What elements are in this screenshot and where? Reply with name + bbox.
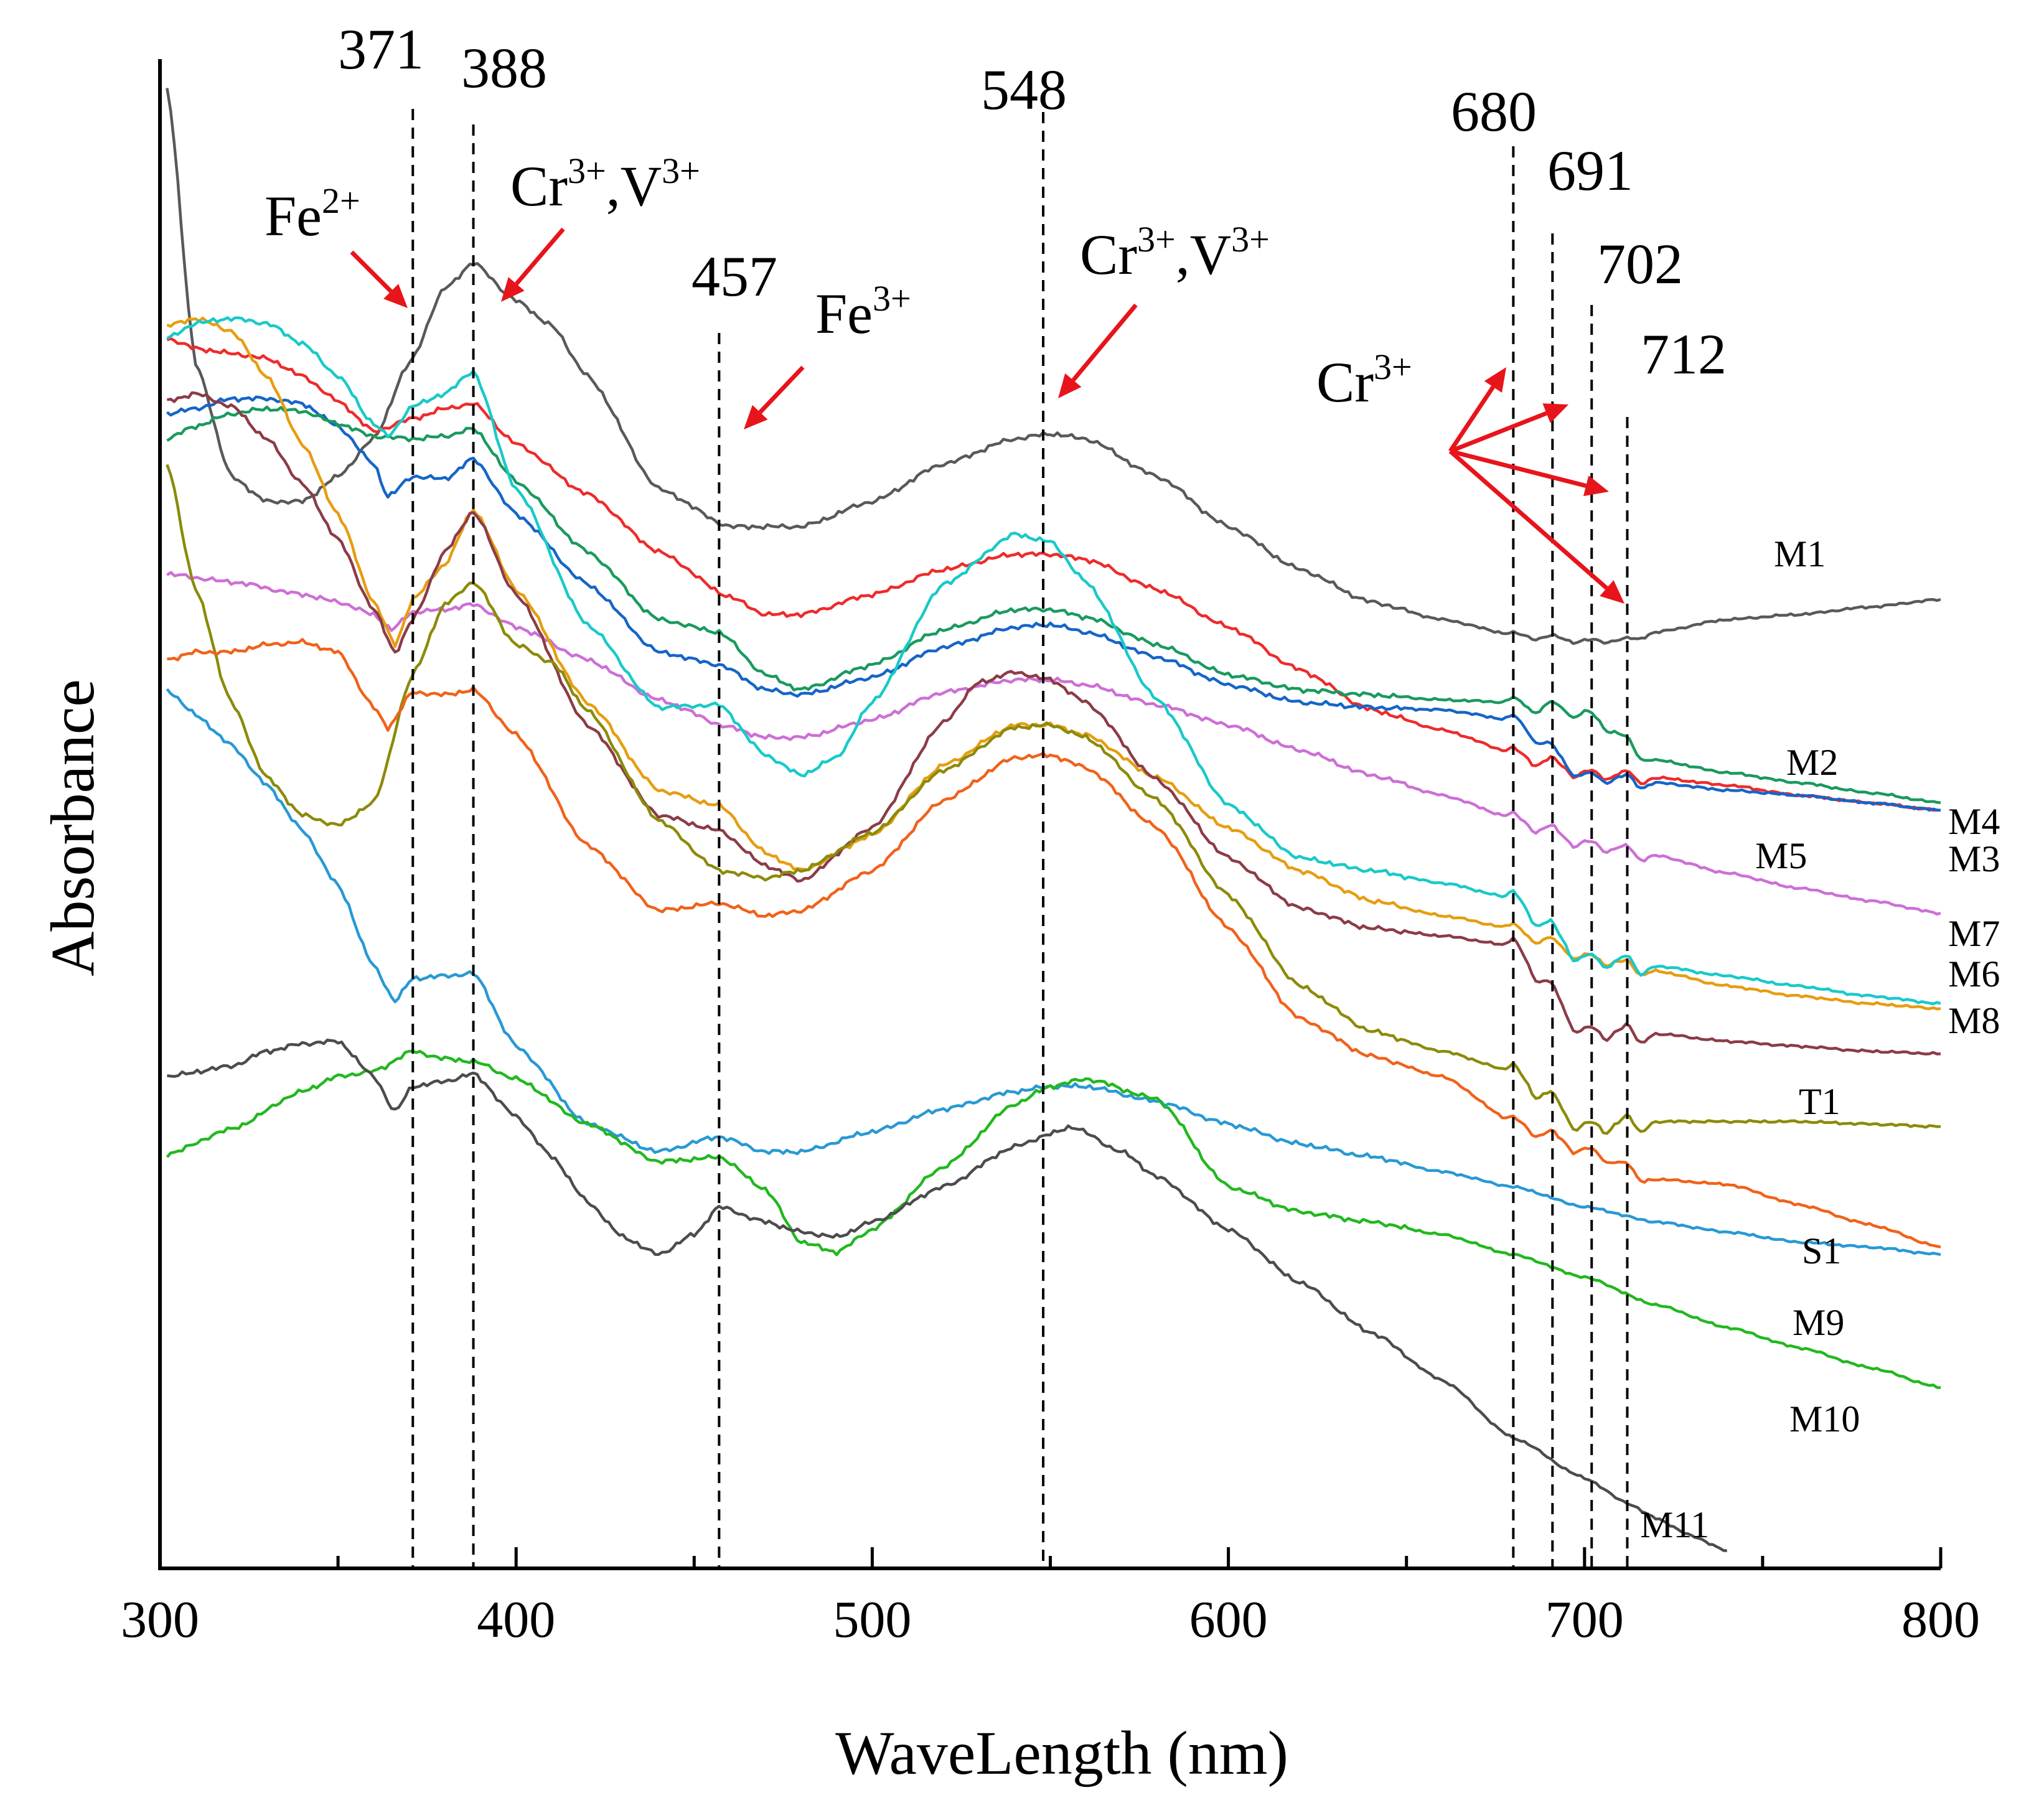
peak-label-680: 680 bbox=[1451, 80, 1537, 143]
series-label-m6: M6 bbox=[1948, 953, 2000, 995]
ion-annotations: Fe2+ Cr3+,V3+ Fe3+ Cr3+,V3+ Cr3+ bbox=[265, 151, 1624, 604]
ion-label-cr3: Cr3+ bbox=[1316, 347, 1412, 414]
peak-label-712: 712 bbox=[1641, 322, 1727, 386]
series-line-m6 bbox=[166, 316, 1941, 1011]
series-line-m4 bbox=[166, 405, 1941, 805]
ion-label-cr-v-2: Cr3+,V3+ bbox=[1080, 219, 1270, 286]
series-line-m7 bbox=[166, 316, 1941, 1006]
arrow-fe3 bbox=[744, 365, 805, 429]
peak-label-457: 457 bbox=[691, 245, 777, 308]
series-line-m11 bbox=[167, 1038, 1727, 1553]
ion-label-fe2: Fe2+ bbox=[265, 180, 360, 248]
peak-label-548: 548 bbox=[981, 58, 1067, 121]
series-label-m2: M2 bbox=[1786, 742, 1838, 783]
axes: 300 400 500 600 700 800 bbox=[121, 59, 1980, 1649]
arrow-cr-v-1 bbox=[501, 227, 565, 302]
x-axis-title: WaveLength (nm) bbox=[835, 1718, 1288, 1787]
series-label-m11: M11 bbox=[1640, 1504, 1709, 1545]
series-label-m9: M9 bbox=[1793, 1302, 1844, 1343]
series-line-m8 bbox=[167, 391, 1941, 1056]
arrow-cr-v-2 bbox=[1058, 303, 1138, 398]
series-label-m5: M5 bbox=[1755, 835, 1807, 876]
series-curves bbox=[166, 88, 1941, 1553]
series-line-m5 bbox=[166, 571, 1941, 916]
series-line-s1 bbox=[167, 638, 1941, 1248]
x-tick-label-400: 400 bbox=[477, 1591, 555, 1649]
series-label-m10: M10 bbox=[1789, 1398, 1860, 1440]
x-tick-label-500: 500 bbox=[833, 1591, 911, 1649]
arrow-cr3-680 bbox=[1448, 367, 1506, 452]
peak-label-691: 691 bbox=[1547, 139, 1633, 202]
peak-label-702: 702 bbox=[1597, 232, 1683, 296]
arrow-cr3-712 bbox=[1448, 449, 1624, 604]
series-label-t1: T1 bbox=[1799, 1081, 1840, 1122]
peak-label-388: 388 bbox=[461, 36, 547, 100]
series-label-m8: M8 bbox=[1948, 1000, 2000, 1041]
x-tick-label-300: 300 bbox=[121, 1591, 199, 1649]
series-label-m7: M7 bbox=[1948, 913, 2000, 954]
x-tick-label-700: 700 bbox=[1545, 1591, 1624, 1649]
series-label-m1: M1 bbox=[1774, 533, 1826, 574]
ion-label-cr-v-1: Cr3+,V3+ bbox=[510, 151, 700, 218]
series-label-s1: S1 bbox=[1802, 1230, 1841, 1271]
peak-label-371: 371 bbox=[338, 17, 424, 81]
series-line-m3 bbox=[166, 395, 1941, 812]
series-line-m1 bbox=[166, 88, 1941, 645]
arrow-fe2 bbox=[350, 250, 408, 308]
x-tick-label-600: 600 bbox=[1189, 1591, 1268, 1649]
series-label-m4: M4 bbox=[1948, 801, 2000, 842]
series-label-m3: M3 bbox=[1948, 838, 2000, 879]
x-tick-label-800: 800 bbox=[1901, 1591, 1980, 1649]
arrow-cr3-691 bbox=[1449, 403, 1568, 454]
y-axis-title: Absorbance bbox=[38, 679, 107, 976]
series-line-m9 bbox=[166, 688, 1941, 1257]
series-line-m10 bbox=[166, 1049, 1941, 1389]
series-line-t1 bbox=[166, 464, 1941, 1135]
series-line-m2 bbox=[166, 337, 1941, 812]
arrow-cr3-702 bbox=[1450, 449, 1609, 497]
ion-label-fe3: Fe3+ bbox=[815, 278, 911, 345]
